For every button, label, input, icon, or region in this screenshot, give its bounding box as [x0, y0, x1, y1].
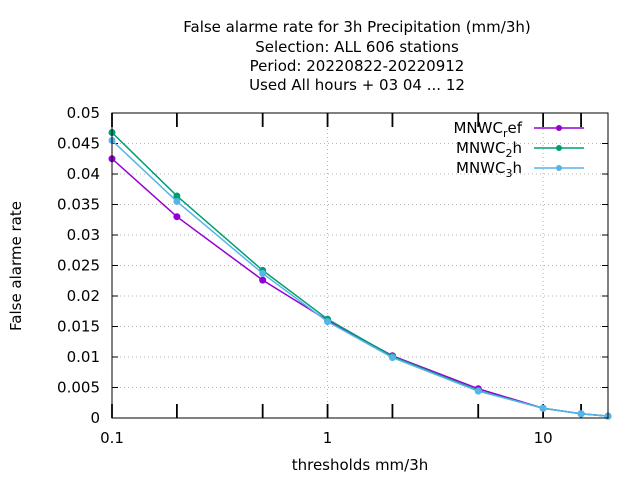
plot-series: [108, 129, 612, 420]
y-tick-label: 0.005: [57, 379, 100, 397]
data-point: [259, 269, 267, 277]
legend-label: MNWCref: [453, 119, 522, 140]
title-line-3: Period: 20220822-20220912: [250, 57, 465, 75]
y-tick-label: 0.03: [67, 226, 100, 244]
data-point: [474, 387, 482, 395]
data-point: [324, 318, 332, 326]
series-MNWC_3h: [108, 136, 612, 420]
legend-marker: [556, 145, 562, 151]
y-tick-label: 0.025: [57, 257, 100, 275]
y-tick-label: 0.015: [57, 318, 100, 336]
legend-marker: [556, 165, 562, 171]
y-tick-label: 0.045: [57, 135, 100, 153]
x-tick-label: 10: [534, 429, 553, 447]
legend-label: MNWC3h: [456, 159, 522, 180]
title-line-2: Selection: ALL 606 stations: [255, 38, 459, 56]
data-point: [539, 404, 547, 412]
series-MNWC_2h: [108, 129, 612, 420]
plot-frame: [111, 112, 609, 419]
y-tick-label: 0: [90, 409, 100, 427]
chart-title: False alarme rate for 3h Precipitation (…: [183, 18, 531, 94]
x-tick-label: 0.1: [100, 429, 124, 447]
data-point: [577, 410, 585, 418]
series-line: [111, 139, 609, 417]
axis-ticks: 0 0.005 0.01 0.015 0.02 0.025 0.03 0.035 0.04 0.0…: [57, 104, 608, 447]
legend-label: MNWC2h: [456, 139, 522, 160]
legend-marker: [556, 125, 562, 131]
data-point: [173, 197, 181, 205]
data-point: [259, 276, 267, 284]
y-tick-label: 0.04: [67, 165, 100, 183]
data-point: [173, 213, 181, 221]
data-point: [388, 354, 396, 362]
y-tick-label: 0.05: [67, 104, 100, 122]
y-tick-label: 0.02: [67, 287, 100, 305]
y-tick-label: 0.035: [57, 196, 100, 214]
series-MNWC_ref: [108, 155, 612, 420]
y-axis-label: False alarme rate: [7, 201, 25, 331]
grid: [112, 113, 608, 418]
y-tick-label: 0.01: [67, 348, 100, 366]
x-axis-label: thresholds mm/3h: [292, 456, 429, 474]
x-tick-label: 1: [323, 429, 333, 447]
series-line: [111, 131, 609, 417]
title-line-4: Used All hours + 03 04 ... 12: [249, 76, 465, 94]
series-line: [111, 158, 609, 417]
title-line-1: False alarme rate for 3h Precipitation (…: [183, 18, 531, 36]
